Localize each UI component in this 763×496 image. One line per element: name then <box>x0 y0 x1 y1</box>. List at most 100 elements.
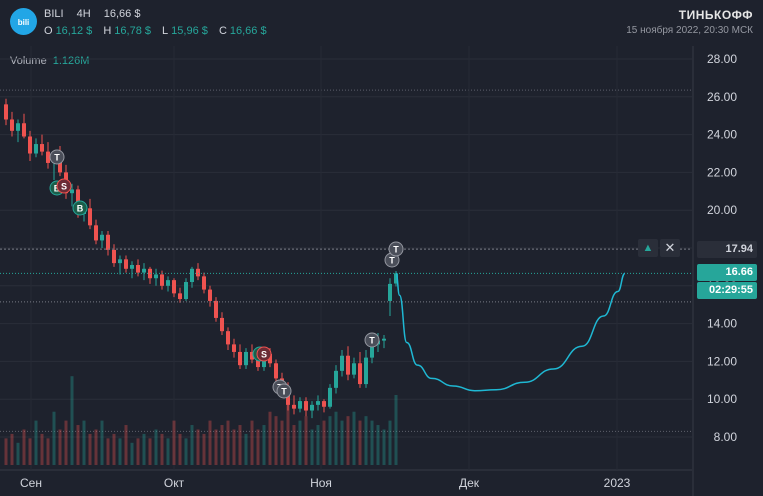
candle-body <box>388 283 392 301</box>
trade-marker[interactable]: T <box>388 241 404 257</box>
volume-bar <box>88 433 92 465</box>
brand-name: ТИНЬКОФФ <box>678 8 753 22</box>
projection-curve <box>395 272 626 392</box>
candle-body <box>124 259 128 269</box>
candle-body <box>100 234 104 241</box>
volume-bar <box>190 425 194 465</box>
trade-marker[interactable]: T <box>276 383 292 399</box>
candle-body <box>382 338 386 341</box>
volume-bar <box>238 425 242 465</box>
symbol-name[interactable]: BILI <box>44 8 64 20</box>
volume-bar <box>226 420 230 465</box>
volume-legend: Volume 1.126M <box>10 55 89 67</box>
volume-bar <box>178 433 182 465</box>
candle-body <box>184 282 188 300</box>
candle-body <box>310 404 314 411</box>
candle-body <box>298 401 302 409</box>
alert-bell-icon[interactable]: ▲ <box>638 239 658 257</box>
candle-body <box>172 280 176 294</box>
volume-bar <box>220 425 224 465</box>
candle-body <box>394 273 398 284</box>
candle-body <box>106 234 110 250</box>
price-chart[interactable]: 28.0026.0024.0022.0020.0018.0016.0014.00… <box>0 46 763 496</box>
candle-body <box>364 357 368 385</box>
candle-body <box>46 151 50 163</box>
price-tick-label: 14.00 <box>707 317 737 331</box>
candle-body <box>34 144 38 154</box>
volume-bar <box>76 425 80 465</box>
candle-body <box>4 104 8 120</box>
volume-bar <box>232 429 236 465</box>
svg-text:S: S <box>61 182 67 192</box>
volume-bar <box>100 420 104 465</box>
alert-price-tag[interactable]: 17.94 <box>697 241 757 259</box>
volume-bar <box>202 433 206 465</box>
candle-body <box>232 344 236 352</box>
candle-body <box>112 249 116 264</box>
volume-bar <box>148 438 152 465</box>
candle-body <box>274 363 278 379</box>
low-value: 15,96 $ <box>171 25 208 37</box>
candle-body <box>322 401 326 407</box>
high-value: 16,78 $ <box>114 25 151 37</box>
candle-body <box>94 225 98 241</box>
buy-marker[interactable]: B <box>72 200 88 216</box>
volume-bar <box>244 433 248 465</box>
volume-bar <box>280 420 284 465</box>
open-key: O <box>44 25 53 37</box>
volume-bar <box>214 429 218 465</box>
candle-body <box>28 136 32 154</box>
time-tick-label: Ноя <box>310 476 332 490</box>
volume-bar <box>4 438 8 465</box>
candle-body <box>70 189 74 194</box>
low-key: L <box>162 25 169 37</box>
volume-bar <box>34 420 38 465</box>
volume-bar <box>382 429 386 465</box>
volume-bar <box>70 376 74 465</box>
close-value: 16,66 $ <box>229 25 267 37</box>
volume-bar <box>328 416 332 465</box>
candle-body <box>136 265 140 273</box>
volume-bar <box>304 416 308 465</box>
price-tick-label: 10.00 <box>707 392 737 406</box>
candle-body <box>154 274 158 279</box>
close-alert-icon[interactable]: ✕ <box>660 239 680 257</box>
candle-body <box>226 331 230 345</box>
candle-body <box>208 289 212 301</box>
volume-bar <box>310 429 314 465</box>
volume-bar <box>208 420 212 465</box>
countdown-tag: 02:29:55 <box>697 282 757 300</box>
volume-bar <box>124 425 128 465</box>
volume-bar <box>292 425 296 465</box>
candle-body <box>88 208 92 226</box>
volume-bar <box>136 438 140 465</box>
price-tick-label: 28.00 <box>707 52 737 66</box>
sell-marker[interactable]: S <box>56 178 72 194</box>
timestamp: 15 ноября 2022, 20:30 МСК <box>626 25 753 36</box>
svg-text:T: T <box>393 245 399 255</box>
trade-marker[interactable]: T <box>49 149 65 165</box>
interval[interactable]: 4H <box>76 8 91 20</box>
volume-bar <box>58 429 62 465</box>
volume-bar <box>94 429 98 465</box>
last-price: 16,66 $ <box>103 8 141 20</box>
volume-bar <box>112 433 116 465</box>
price-tick-label: 20.00 <box>707 203 737 217</box>
volume-bar <box>250 420 254 465</box>
volume-bar <box>142 433 146 465</box>
candle-body <box>268 353 272 364</box>
candle-body <box>256 359 260 368</box>
price-tick-label: 22.00 <box>707 165 737 179</box>
volume-bar <box>130 442 134 465</box>
time-tick-label: Окт <box>164 476 185 490</box>
candle-body <box>334 370 338 388</box>
candle-body <box>340 355 344 371</box>
volume-bar <box>358 420 362 465</box>
volume-bar <box>52 411 56 465</box>
chart-header: bili BILI 4H 16,66 $ O 16,12 $ H 16,78 $ L… <box>0 0 763 46</box>
volume-bar <box>370 420 374 465</box>
trade-marker[interactable]: T <box>364 332 380 348</box>
sell-marker[interactable]: S <box>256 346 272 362</box>
volume-bar <box>256 429 260 465</box>
volume-bar <box>154 429 158 465</box>
